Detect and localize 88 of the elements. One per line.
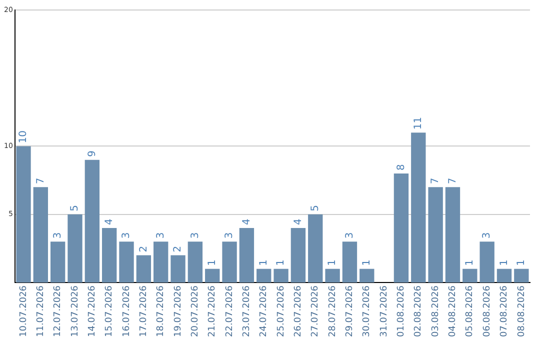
x-tick-label: 31.07.2026 [379, 285, 390, 337]
x-tick-label: 03.08.2026 [430, 285, 441, 337]
x-tick-label: 07.08.2026 [500, 285, 510, 337]
data-label: 2 [172, 246, 184, 252]
x-tick-label: 06.08.2026 [482, 285, 492, 337]
x-tick-label: 26.07.2026 [294, 285, 304, 337]
data-label: 3 [224, 232, 236, 239]
bar [170, 255, 186, 282]
bar [102, 228, 117, 282]
data-label: 3 [190, 232, 201, 239]
bar [239, 228, 254, 282]
data-label: 5 [310, 204, 321, 212]
data-label: 1 [516, 259, 528, 266]
x-tick-label: 22.07.2026 [224, 285, 235, 337]
x-tick-label: 28.07.2026 [328, 285, 338, 337]
bar [325, 268, 340, 282]
bar [360, 268, 374, 282]
bar [188, 242, 203, 282]
data-label: 1 [327, 259, 338, 266]
x-tick-label: 23.07.2026 [242, 285, 252, 337]
data-label: 9 [86, 150, 98, 157]
x-tick-label: 11.07.2026 [36, 285, 46, 337]
data-label: 7 [430, 178, 442, 184]
bar [154, 242, 168, 282]
data-label: 3 [344, 232, 356, 239]
x-tick-label: 17.07.2026 [139, 285, 150, 337]
data-label: 3 [155, 232, 166, 239]
bar [84, 160, 100, 282]
bar [274, 268, 288, 282]
bar [68, 214, 82, 282]
x-tick-label: 04.08.2026 [448, 285, 458, 337]
bar [462, 268, 478, 282]
x-tick-label: 19.07.2026 [173, 285, 184, 337]
data-label: 3 [52, 232, 64, 239]
x-tick-label: 21.07.2026 [208, 285, 218, 337]
data-label: 4 [104, 218, 115, 225]
bar [205, 268, 220, 282]
bar [480, 242, 494, 282]
x-tick-label: 08.08.2026 [516, 285, 527, 337]
x-tick-label: 02.08.2026 [414, 285, 424, 337]
bar [33, 187, 48, 282]
x-tick-label: 01.08.2026 [396, 285, 407, 337]
data-label: 1 [464, 259, 476, 266]
bar [342, 242, 358, 282]
data-label: 1 [361, 259, 372, 266]
bar [411, 132, 426, 282]
x-tick-label: 20.07.2026 [190, 285, 201, 337]
data-label: 8 [396, 164, 407, 170]
x-tick-label: 10.07.2026 [18, 285, 29, 337]
data-label: 1 [498, 259, 510, 266]
x-tick-label: 18.07.2026 [156, 285, 166, 337]
bar [394, 173, 409, 282]
x-tick-label: 24.07.2026 [259, 285, 270, 337]
data-label: 11 [412, 116, 424, 130]
data-label: 1 [258, 259, 270, 266]
x-tick-label: 27.07.2026 [310, 285, 321, 337]
x-tick-label: 14.07.2026 [88, 285, 98, 337]
bar [222, 242, 237, 282]
bar [496, 268, 512, 282]
bar [445, 187, 460, 282]
data-label: 5 [70, 204, 81, 212]
data-label: 1 [276, 259, 287, 266]
bar [514, 268, 529, 282]
bar [290, 228, 306, 282]
data-label: 4 [241, 218, 252, 225]
data-label: 10 [18, 130, 30, 144]
data-label: 3 [121, 232, 132, 239]
data-label: 2 [138, 246, 150, 252]
bar [428, 187, 443, 282]
bar [50, 242, 66, 282]
bar [308, 214, 323, 282]
data-label: 4 [292, 218, 304, 225]
x-tick-label: 13.07.2026 [70, 285, 80, 337]
data-label: 3 [482, 232, 493, 239]
x-tick-label: 16.07.2026 [122, 285, 132, 337]
x-tick-label: 05.08.2026 [465, 285, 476, 337]
x-tick-label: 25.07.2026 [276, 285, 286, 337]
x-tick-label: 15.07.2026 [104, 285, 115, 337]
data-label: 7 [447, 178, 458, 184]
x-tick-label: 30.07.2026 [362, 285, 372, 337]
bar [119, 242, 134, 282]
data-label: 7 [35, 178, 46, 184]
x-tick-label: 12.07.2026 [53, 285, 64, 337]
bar [256, 268, 272, 282]
bar [136, 255, 152, 282]
bar [16, 146, 31, 282]
x-tick-label: 29.07.2026 [345, 285, 356, 337]
data-label: 1 [206, 259, 218, 266]
